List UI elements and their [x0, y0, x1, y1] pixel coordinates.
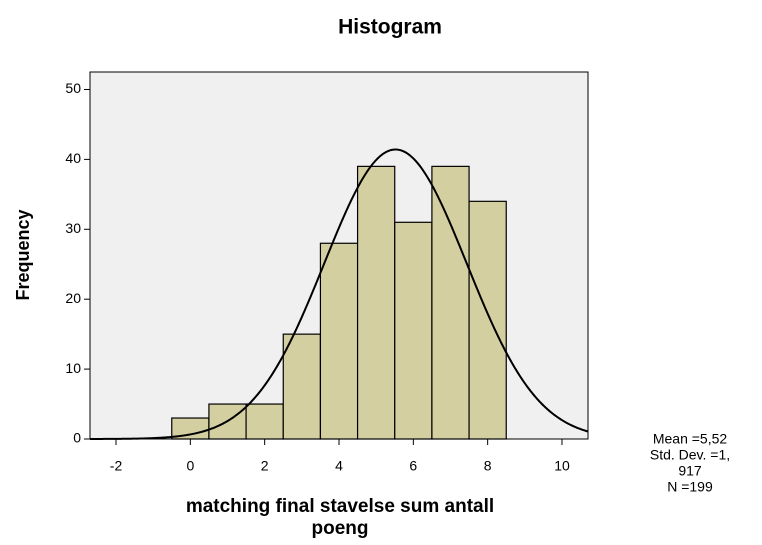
x-tick-label: 0 [186, 458, 194, 474]
y-tick-label: 50 [65, 80, 81, 96]
chart-title: Histogram [338, 16, 442, 39]
normal-curve [90, 148, 589, 440]
stat-n: N =199 [667, 479, 713, 495]
x-tick-label: 2 [261, 458, 269, 474]
bar [282, 333, 322, 440]
bar [356, 165, 396, 440]
bar [468, 200, 507, 440]
y-tick-label: 0 [73, 430, 81, 446]
stat-sd: 917 [678, 463, 702, 479]
bar [245, 403, 284, 440]
y-tick-label: 30 [65, 220, 81, 236]
x-tick-label: -2 [110, 458, 123, 474]
bar [394, 221, 433, 440]
y-tick-label: 10 [65, 360, 81, 376]
y-tick-label: 40 [65, 150, 81, 166]
x-axis-label: poeng [312, 518, 369, 539]
y-tick-label: 20 [65, 290, 81, 306]
stat-sd: Std. Dev. =1, [650, 447, 730, 463]
bar [319, 242, 359, 440]
x-tick-label: 10 [554, 458, 570, 474]
x-tick-label: 6 [409, 458, 417, 474]
x-tick-label: 8 [484, 458, 492, 474]
y-axis-label: Frequency [13, 209, 33, 300]
x-axis-label: matching final stavelse sum antall [186, 496, 494, 517]
stat-mean: Mean =5,52 [653, 431, 728, 447]
x-tick-label: 4 [335, 458, 343, 474]
bar [431, 165, 470, 440]
